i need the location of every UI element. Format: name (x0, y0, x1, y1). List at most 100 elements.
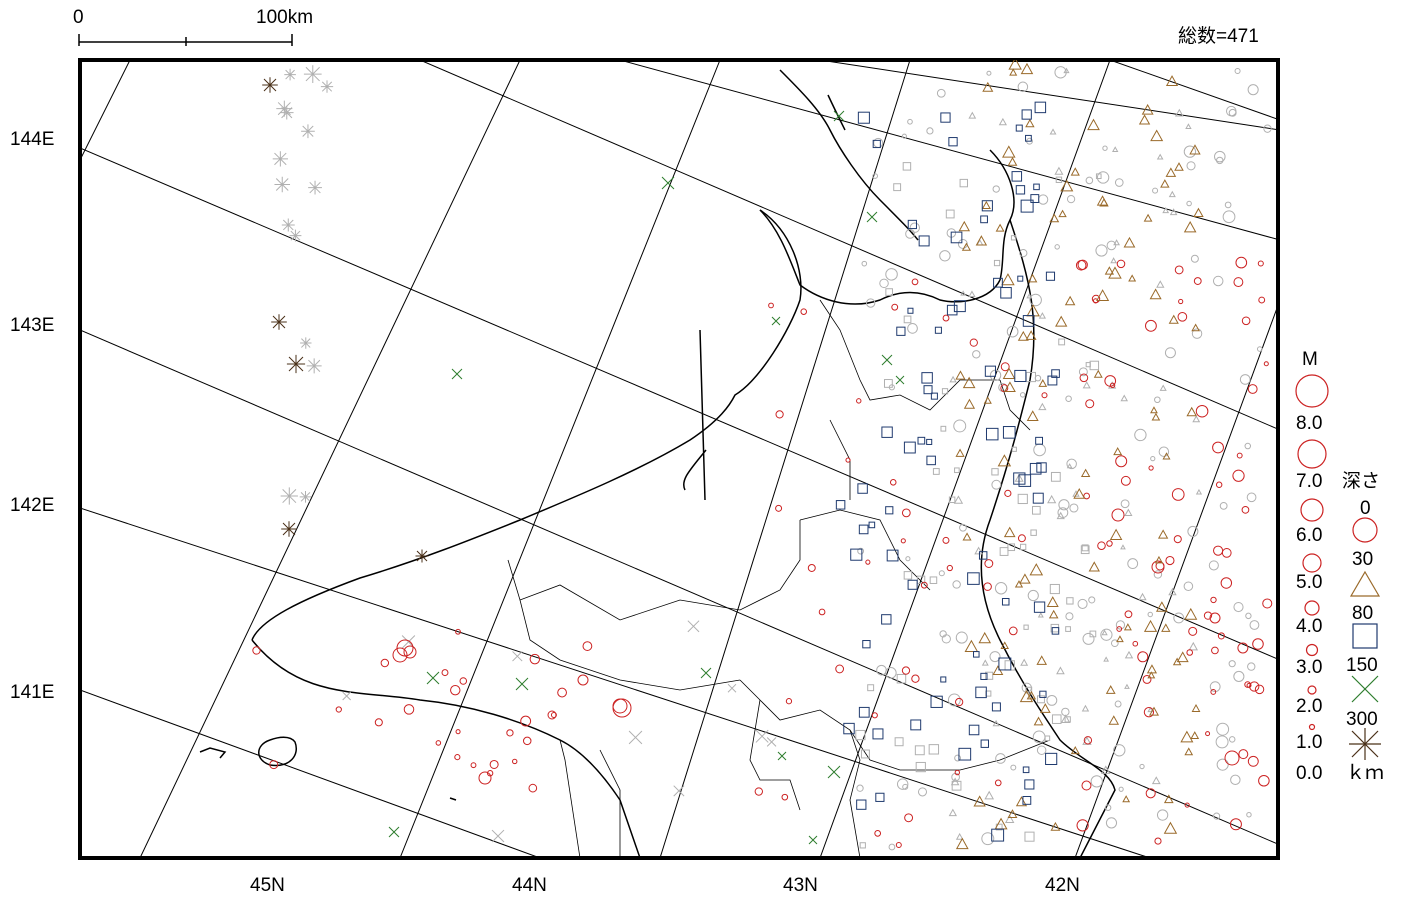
epicenter-marker (961, 242, 972, 251)
epicenter-marker (754, 787, 763, 796)
legend-mag-8-symbol (1295, 374, 1329, 408)
epicenter-marker (1116, 635, 1124, 643)
epicenter-marker (1137, 651, 1149, 663)
epicenter-marker (1124, 650, 1134, 659)
epicenter-marker (1147, 611, 1153, 618)
epicenter-marker (1169, 208, 1178, 216)
epicenter-marker (528, 783, 538, 793)
epicenter-marker (940, 425, 947, 432)
epicenter-marker (301, 124, 315, 139)
legend-magnitude-title: M (1302, 349, 1318, 370)
epicenter-marker (455, 628, 461, 635)
epicenter-marker (388, 826, 400, 838)
epicenter-marker (1007, 156, 1018, 166)
epicenter-marker (1089, 630, 1097, 638)
epicenter-marker (1178, 298, 1184, 305)
epicenter-marker (252, 646, 261, 655)
epicenter-marker (1038, 379, 1048, 387)
legend-mag-8-label: 8.0 (1296, 413, 1323, 434)
epicenter-marker (450, 684, 461, 696)
legend-depth-shallow-symbol (1352, 517, 1378, 543)
epicenter-marker (1101, 629, 1108, 636)
epicenter-marker (1051, 369, 1060, 378)
epicenter-marker (895, 841, 902, 848)
epicenter-marker (1044, 735, 1051, 742)
epicenter-marker (1095, 244, 1108, 257)
epicenter-marker (867, 684, 875, 692)
epicenter-marker (968, 724, 980, 736)
legend-depth-title: 深さ (1342, 471, 1381, 492)
epicenter-marker (845, 457, 851, 463)
epicenter-marker (895, 375, 905, 385)
epicenter-marker (986, 70, 992, 76)
epicenter-marker (1249, 620, 1260, 630)
epicenter-marker (1087, 118, 1100, 131)
epicenter-marker (1001, 597, 1010, 606)
epicenter-marker (303, 65, 322, 83)
epicenter-marker (1247, 384, 1258, 394)
epicenter-marker (1143, 213, 1153, 222)
epicenter-marker (271, 314, 287, 330)
epicenter-marker (520, 715, 532, 727)
epicenter-marker (909, 222, 920, 233)
epicenter-marker (1263, 124, 1272, 133)
epicenter-marker (1183, 145, 1197, 158)
epicenter-marker (1029, 563, 1044, 576)
epicenter-marker (1233, 601, 1244, 613)
epicenter-marker (1153, 570, 1163, 579)
epicenter-marker (1185, 123, 1192, 130)
epicenter-marker (991, 702, 1001, 712)
epicenter-marker (1173, 535, 1182, 544)
epicenter-marker (967, 572, 980, 585)
epicenter-marker (1024, 831, 1035, 842)
epicenter-marker (1220, 577, 1233, 589)
epicenter-marker (1193, 277, 1202, 285)
epicenter-marker (926, 455, 936, 466)
epicenter-marker (1114, 178, 1124, 187)
epicenter-marker (1217, 632, 1225, 640)
epicenter-marker (1241, 505, 1250, 514)
epicenter-marker (923, 385, 933, 395)
epicenter-marker (1105, 817, 1118, 829)
epicenter-marker (1216, 722, 1230, 736)
epicenter-marker (872, 139, 881, 149)
epicenter-marker (1165, 167, 1177, 177)
epicenter-marker (1145, 788, 1156, 799)
epicenter-marker (1165, 75, 1179, 87)
epicenter-marker (1036, 655, 1048, 665)
map-frame (78, 58, 1280, 860)
epicenter-marker (1019, 392, 1026, 398)
epicenter-marker (926, 438, 933, 445)
epicenter-marker (1095, 173, 1102, 180)
graticule (80, 60, 1278, 858)
epicenter-marker (962, 376, 976, 389)
epicenter-marker (1120, 394, 1129, 402)
epicenter-marker (1004, 814, 1015, 823)
epicenter-marker (1188, 641, 1199, 651)
epicenter-marker (946, 304, 958, 316)
epicenter-marker (1093, 369, 1103, 378)
epicenter-marker (1176, 651, 1189, 663)
epicenter-marker (1065, 612, 1074, 621)
epicenter-marker (1033, 716, 1044, 726)
epicenter-marker (1051, 714, 1062, 724)
epicenter-marker (1134, 428, 1147, 442)
epicenter-marker (1254, 684, 1265, 695)
epicenter-marker (1168, 314, 1179, 324)
epicenter-marker (1085, 176, 1094, 185)
epicenter-marker (1054, 244, 1060, 250)
epicenter-marker (1115, 455, 1128, 468)
epicenter-marker (1164, 347, 1176, 359)
epicenter-marker (1172, 657, 1182, 666)
epicenter-marker (1122, 795, 1131, 803)
epicenter-marker (1081, 780, 1092, 791)
epicenter-marker (280, 487, 298, 505)
epicenter-marker (997, 454, 1012, 467)
scale-end-label: 100km (256, 7, 314, 28)
epicenter-marker (1026, 292, 1033, 299)
epicenter-marker (800, 308, 808, 315)
legend-depth-30-label: 30 (1352, 549, 1374, 570)
epicenter-marker (1187, 525, 1199, 537)
epicenter-marker (865, 559, 871, 565)
legend-mag-1-label: 1.0 (1296, 732, 1323, 753)
